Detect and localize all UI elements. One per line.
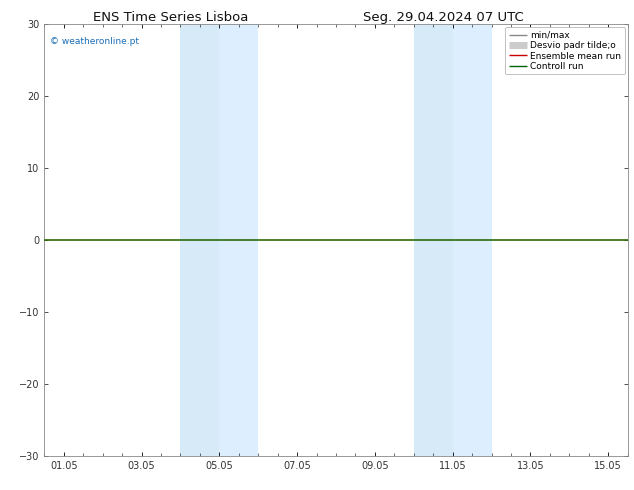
Text: Seg. 29.04.2024 07 UTC: Seg. 29.04.2024 07 UTC [363,11,524,24]
Bar [181,24,219,456]
Bar [219,24,258,456]
Text: © weatheronline.pt: © weatheronline.pt [50,37,139,47]
Legend: min/max, Desvio padr tilde;o, Ensemble mean run, Controll run: min/max, Desvio padr tilde;o, Ensemble m… [505,27,625,74]
Bar [414,24,453,456]
Bar [453,24,491,456]
Text: ENS Time Series Lisboa: ENS Time Series Lisboa [93,11,249,24]
